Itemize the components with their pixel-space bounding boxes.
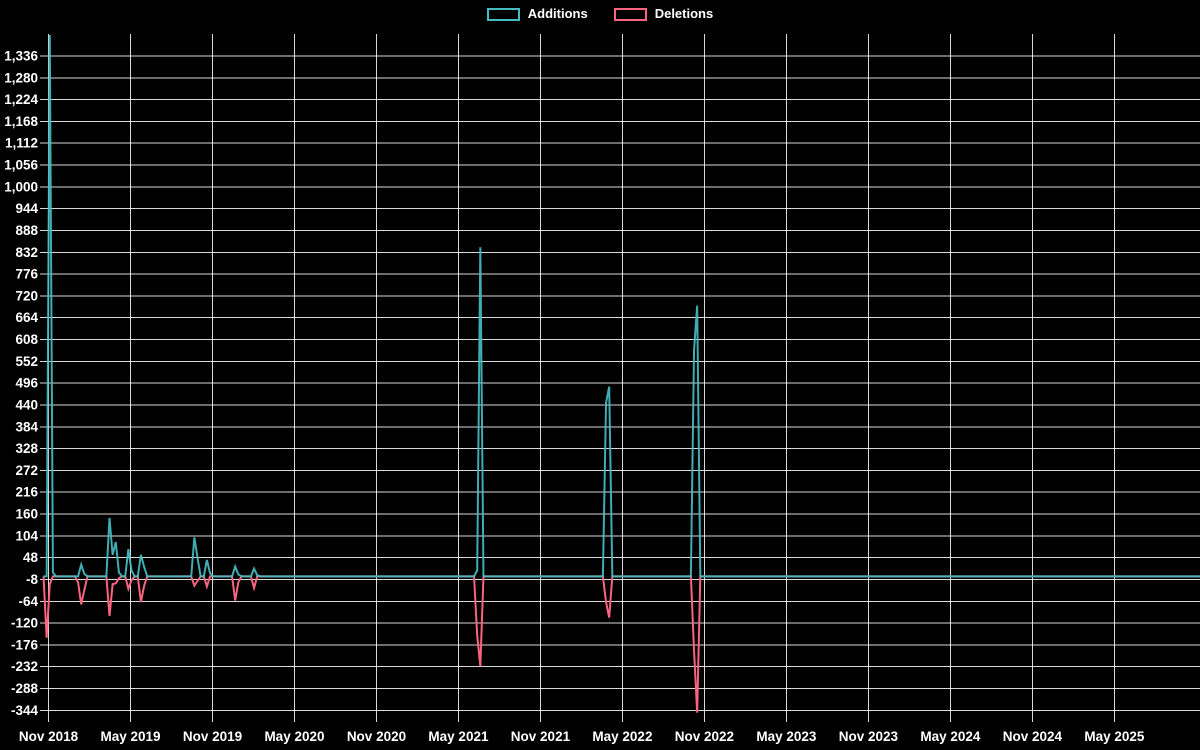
legend-item-additions[interactable]: Additions [486, 6, 588, 21]
y-tick-label: 496 [15, 376, 38, 391]
x-tick-label: Nov 2020 [347, 729, 406, 744]
y-tick-label: 48 [23, 550, 39, 565]
y-tick-label: -64 [18, 594, 38, 609]
y-tick-label: 720 [15, 288, 38, 303]
legend-label-deletions: Deletions [654, 6, 714, 21]
y-tick-label: -288 [11, 681, 39, 696]
legend-label-additions: Additions [527, 6, 588, 21]
y-tick-label: 216 [15, 485, 38, 500]
x-tick-label: May 2019 [100, 729, 160, 744]
y-tick-label: 1,168 [4, 114, 38, 129]
x-tick-label: May 2021 [428, 729, 489, 744]
x-tick-label: May 2020 [264, 729, 324, 744]
y-tick-label: 272 [15, 463, 38, 478]
y-tick-label: 328 [15, 441, 38, 456]
deletions-swatch-icon [613, 7, 647, 21]
additions-line [43, 34, 1200, 578]
y-tick-label: 1,224 [4, 92, 38, 107]
x-tick-label: Nov 2018 [19, 729, 79, 744]
x-tick-label: May 2023 [756, 729, 817, 744]
x-tick-label: Nov 2024 [1003, 729, 1063, 744]
y-tick-label: -8 [26, 572, 38, 587]
grid-lines [40, 34, 1200, 722]
chart-legend: Additions Deletions [0, 7, 1200, 21]
y-tick-label: 776 [15, 267, 38, 282]
y-tick-label: 664 [15, 310, 38, 325]
y-tick-label: 1,056 [4, 158, 38, 173]
y-tick-label: 160 [15, 507, 38, 522]
y-tick-label: 440 [15, 397, 38, 412]
axis-labels: 1,336 1,280 1,224 1,168 1,112 1,056 1,000 944 88… [4, 49, 1145, 745]
y-tick-label: 608 [15, 332, 38, 347]
x-tick-label: Nov 2022 [675, 729, 734, 744]
y-tick-label: 104 [15, 528, 38, 543]
y-tick-label: 944 [15, 201, 38, 216]
x-tick-label: Nov 2021 [511, 729, 571, 744]
y-tick-label: -232 [11, 659, 38, 674]
legend-item-deletions[interactable]: Deletions [613, 6, 714, 21]
x-tick-label: Nov 2023 [839, 729, 899, 744]
x-tick-label: May 2025 [1084, 729, 1145, 744]
y-tick-label: 552 [15, 354, 38, 369]
y-tick-label: 384 [15, 419, 38, 434]
x-tick-label: May 2022 [592, 729, 652, 744]
y-tick-label: 1,112 [5, 136, 38, 151]
y-tick-label: 888 [15, 223, 38, 238]
y-tick-label: 1,000 [4, 179, 38, 194]
y-tick-label: 1,336 [4, 49, 38, 64]
y-tick-label: 832 [15, 245, 38, 260]
y-tick-label: -120 [11, 616, 38, 631]
x-tick-label: May 2024 [920, 729, 981, 744]
y-tick-label: -344 [11, 703, 39, 718]
y-tick-label: -176 [11, 637, 39, 652]
additions-swatch-icon [486, 7, 520, 21]
x-tick-label: Nov 2019 [183, 729, 242, 744]
y-tick-label: 1,280 [4, 70, 38, 85]
